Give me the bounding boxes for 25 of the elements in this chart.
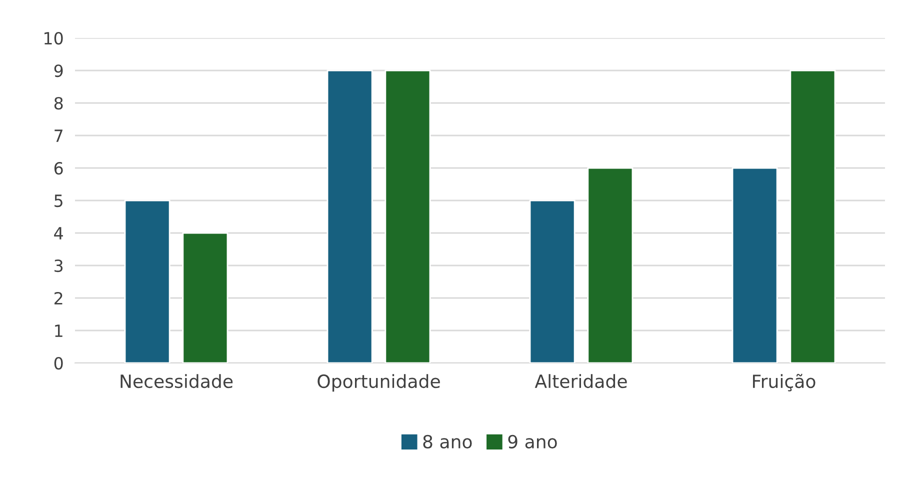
x-tick-label: Necessidade <box>120 374 233 388</box>
y-tick-label: 0 <box>54 356 63 370</box>
y-tick-label: 1 <box>55 324 62 337</box>
y-tick-label: 5 <box>54 194 62 208</box>
bar <box>732 167 778 363</box>
bar <box>384 70 431 363</box>
x-tick-label: Fruição <box>753 374 816 392</box>
y-tick-label: 2 <box>54 292 62 304</box>
y-tick-label: 3 <box>54 259 63 272</box>
bar <box>182 232 228 363</box>
bar <box>587 167 634 363</box>
y-tick-label: 8 <box>54 96 63 110</box>
y-tick-label: 10 <box>44 32 63 45</box>
x-tick-label: Alteridade <box>534 374 627 388</box>
y-tick-label: 6 <box>54 162 63 175</box>
y-tick-label: 4 <box>54 227 63 240</box>
bar <box>124 200 170 363</box>
y-tick-label: 9 <box>54 64 63 78</box>
bar <box>529 200 576 363</box>
legend-label: 8 ano <box>423 434 472 448</box>
x-tick-label: Oportunidade <box>318 374 440 392</box>
bar <box>790 70 836 363</box>
legend-label: 9 ano <box>508 434 557 448</box>
bar <box>326 70 373 363</box>
y-tick-label: 7 <box>54 130 62 142</box>
